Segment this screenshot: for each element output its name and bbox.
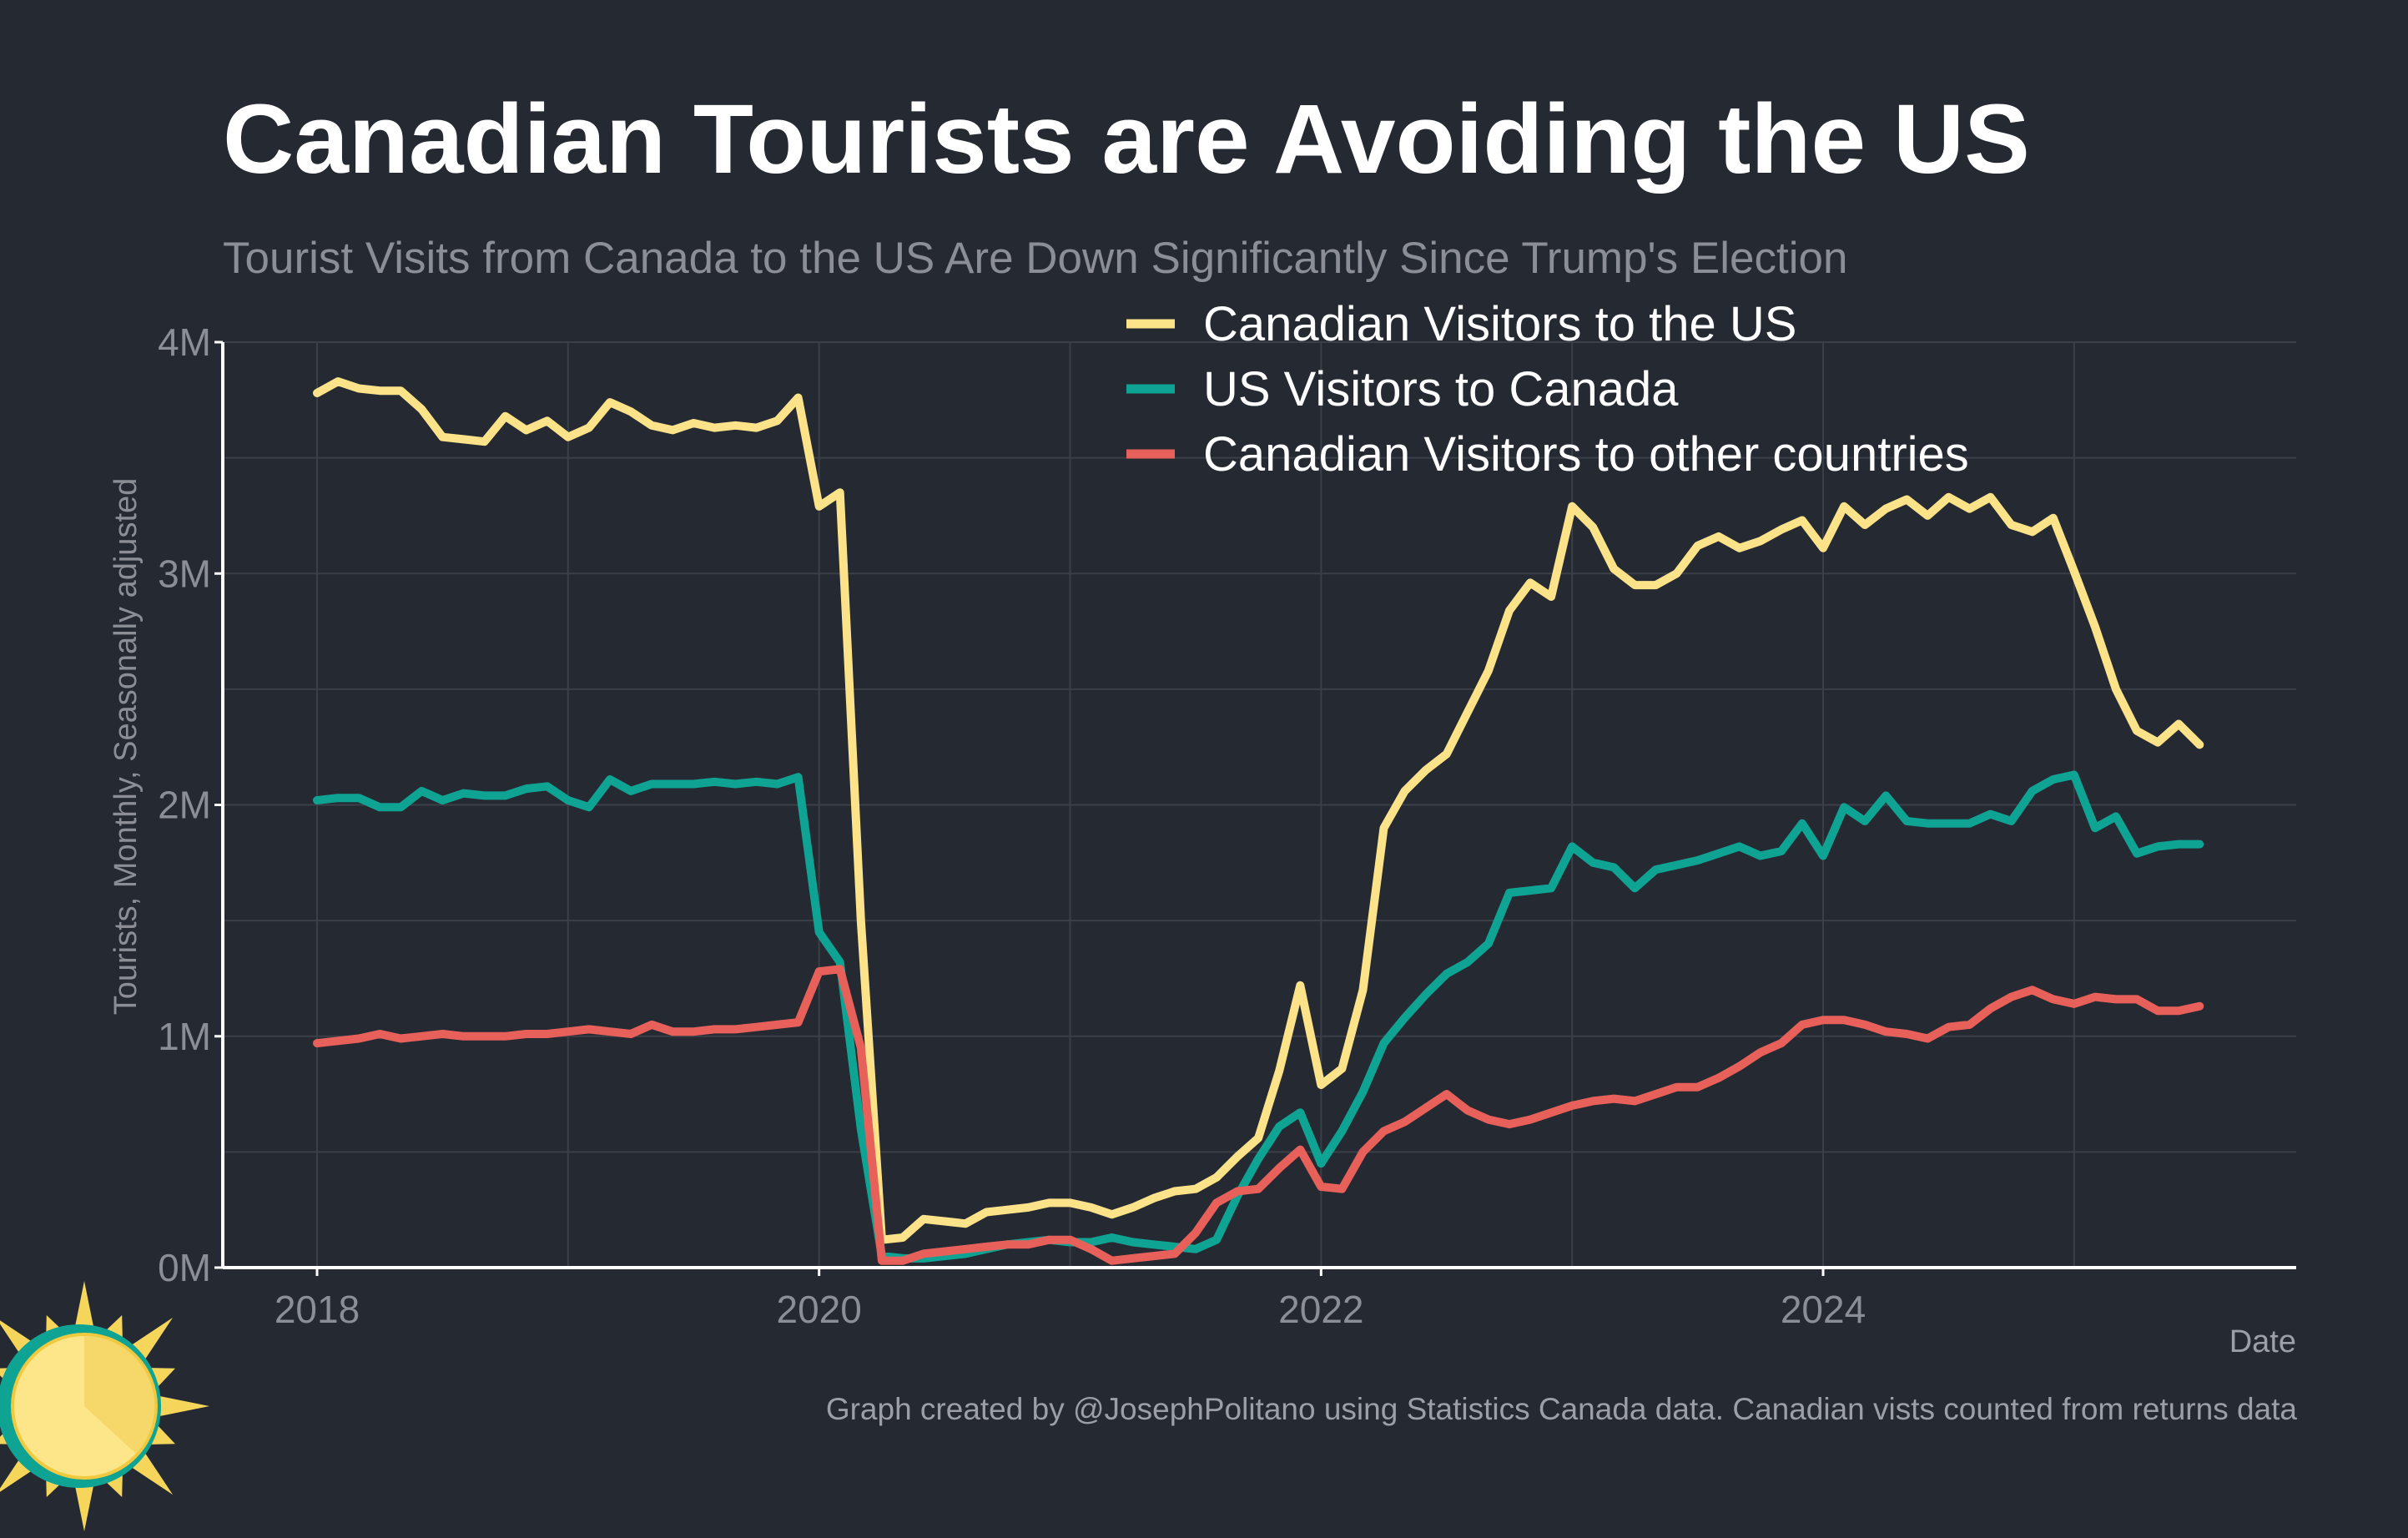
x-axis-ticks: 2018 2020 2022 2024 (275, 1268, 1866, 1331)
legend-label: Canadian Visitors to other countries (1203, 427, 1969, 482)
grid-lines (223, 341, 2296, 1268)
x-tick-label: 2020 (776, 1288, 861, 1331)
sun-rays (0, 1281, 209, 1531)
series-lines (313, 377, 2204, 1265)
y-axis-ticks: 0M 1M 2M 3M 4M (158, 320, 223, 1289)
source-caption: Graph created by @JosephPolitano using S… (825, 1392, 2297, 1426)
y-tick-label: 2M (158, 784, 211, 827)
legend: Canadian Visitors to the US US Visitors t… (1126, 297, 1969, 482)
sun-icon (0, 1281, 209, 1531)
x-tick-label: 2022 (1278, 1288, 1363, 1331)
legend-label: US Visitors to Canada (1203, 362, 1679, 416)
y-tick-label: 0M (158, 1246, 211, 1289)
y-axis-label: Tourists, Monthly, Seasonally adjusted (108, 478, 144, 1016)
x-axis-label: Date (2229, 1324, 2296, 1359)
y-tick-label: 4M (158, 320, 211, 364)
sun-shade (84, 1335, 155, 1454)
series-line-1 (313, 377, 2204, 1244)
y-tick-label: 3M (158, 552, 211, 595)
chart-subtitle: Tourist Visits from Canada to the US Are… (223, 234, 1848, 283)
x-tick-label: 2018 (275, 1288, 360, 1331)
x-tick-label: 2024 (1781, 1288, 1866, 1331)
series-line-3 (313, 965, 2204, 1265)
legend-label: Canadian Visitors to the US (1203, 297, 1796, 351)
series-line-2 (313, 770, 2204, 1263)
y-tick-label: 1M (158, 1015, 211, 1058)
chart-title: Canadian Tourists are Avoiding the US (223, 84, 2030, 194)
